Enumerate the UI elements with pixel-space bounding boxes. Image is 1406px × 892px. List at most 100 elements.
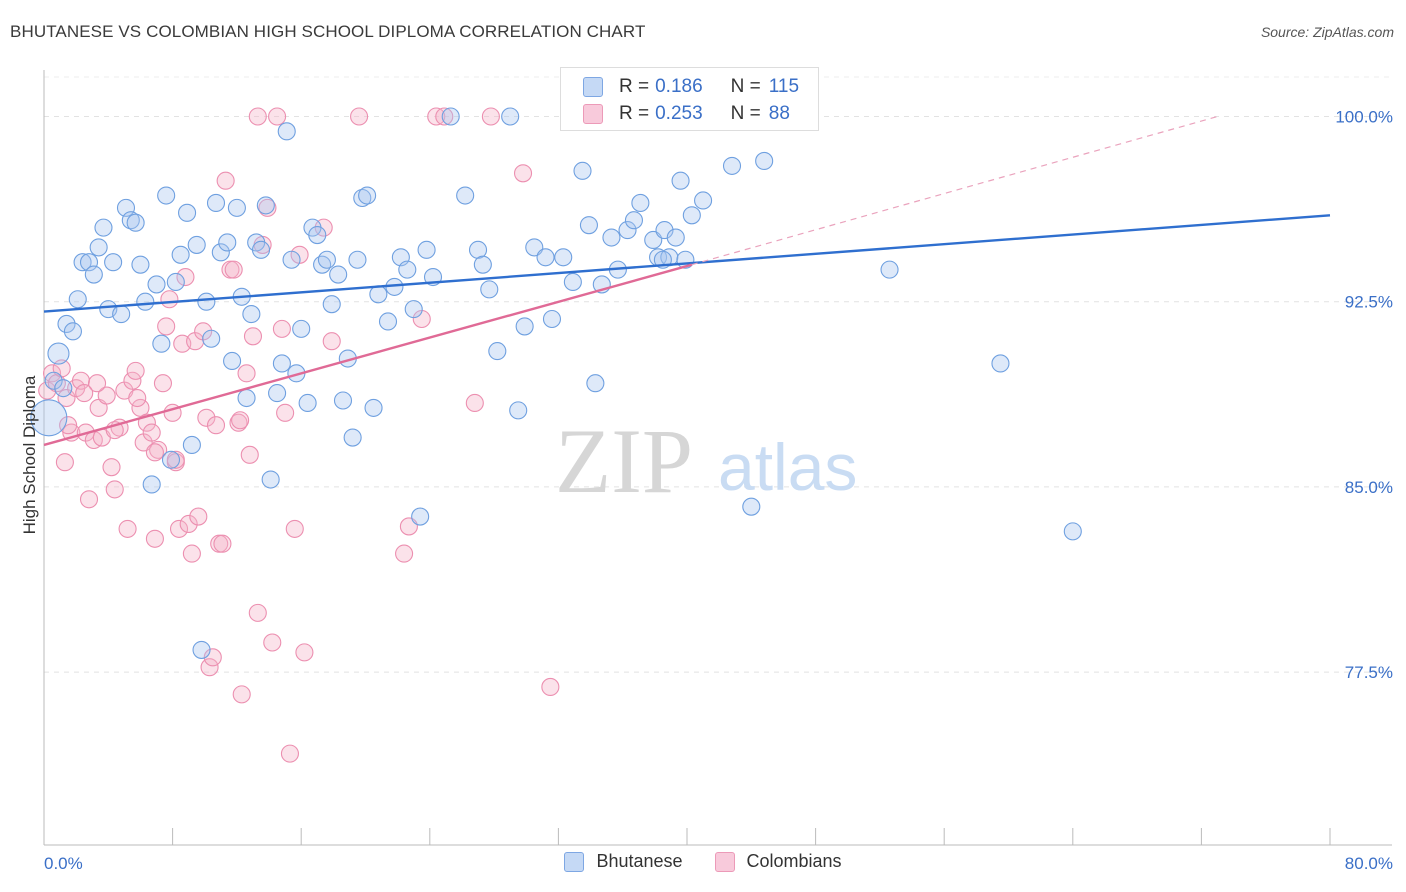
bhutanese-point <box>136 292 155 311</box>
bhutanese-point <box>298 393 317 413</box>
bhutanese-point <box>68 290 87 309</box>
bhutanese-point <box>378 312 398 331</box>
colombians-trend-extension <box>691 115 1218 266</box>
bhutanese-point <box>329 265 348 284</box>
y-tick-label: 77.5% <box>1345 663 1393 682</box>
bhutanese-point <box>515 317 534 336</box>
legend-n-value: 115 <box>768 76 800 97</box>
colombians-point <box>105 480 124 499</box>
colombians-point <box>87 374 107 393</box>
bhutanese-point <box>182 435 201 454</box>
colombians-point <box>59 416 78 435</box>
bhutanese-point <box>624 211 644 230</box>
colombians-point <box>157 317 176 336</box>
colombians-point <box>38 381 57 400</box>
bhutanese-point <box>292 319 311 338</box>
bhutanese-point <box>73 253 92 272</box>
bhutanese-point <box>536 248 555 267</box>
watermark-atlas: atlas <box>718 430 857 504</box>
bhutanese-point <box>473 255 492 274</box>
bhutanese-point <box>242 305 261 324</box>
bhutanese-point <box>178 203 197 222</box>
colombians-point <box>126 361 145 380</box>
bhutanese-point <box>348 250 367 269</box>
bhutanese-point <box>742 497 761 516</box>
bhutanese-point <box>991 354 1010 373</box>
watermark: ZIP atlas <box>555 410 857 512</box>
bhutanese-point <box>121 211 140 230</box>
tick-labels: 77.5% 85.0% 92.5% 100.0% 0.0% 80.0% <box>44 108 1393 873</box>
legend: R = 0.186 N = 115 R = 0.253 N = 88 <box>560 67 819 131</box>
legend-r-value: 0.186 <box>655 76 703 97</box>
legend-r-label: R = <box>619 103 650 124</box>
colombians-point <box>268 107 287 126</box>
bhutanese-point <box>618 221 637 240</box>
bottom-legend-label: Bhutanese <box>596 851 683 871</box>
bhutanese-point <box>317 250 336 269</box>
colombians-point <box>435 107 454 126</box>
colombians-point <box>149 440 168 459</box>
bhutanese-point <box>63 322 82 341</box>
colombians-point <box>285 519 304 538</box>
colombians-point <box>128 388 147 408</box>
bhutanese-point <box>44 371 63 390</box>
bhutanese-point <box>161 450 181 469</box>
colombians-point <box>276 403 295 422</box>
bhutanese-point <box>509 401 528 420</box>
bhutanese-point <box>579 216 598 235</box>
watermark-zip: ZIP <box>555 410 693 512</box>
colombians-point <box>350 107 369 126</box>
bhutanese-point <box>104 253 123 272</box>
colombians-point <box>189 507 208 526</box>
x-tick-label: 80.0% <box>1345 854 1393 873</box>
bhutanese-point <box>563 272 582 292</box>
colombians-point <box>206 416 226 435</box>
colombians-point <box>322 332 341 351</box>
bhutanese-point <box>333 391 353 410</box>
bhutanese-point <box>755 151 774 171</box>
bhutanese-point <box>586 374 605 393</box>
bhutanese-point <box>126 213 145 232</box>
bhutanese-point <box>89 238 108 257</box>
colombians-point <box>237 364 256 383</box>
legend-row-bhutanese: R = 0.186 N = 115 <box>583 73 799 101</box>
colombians-point <box>295 643 314 662</box>
bhutanese-point <box>282 250 301 269</box>
colombians-point <box>169 519 189 538</box>
bhutanese-point <box>501 107 520 126</box>
bottom-legend-swatch-colombians <box>714 851 735 872</box>
y-tick-label: 100.0% <box>1335 108 1393 127</box>
legend-n-label: N = <box>730 76 761 97</box>
bhutanese-point <box>682 206 701 225</box>
source-label: Source: ZipAtlas.com <box>1260 24 1394 40</box>
bottom-legend: Bhutanese Colombians <box>0 851 1406 872</box>
colombians-point <box>231 411 250 430</box>
colombians-point <box>42 364 62 383</box>
colombians-point <box>153 374 173 393</box>
bhutanese-point <box>694 191 713 210</box>
colombians-point <box>79 490 99 509</box>
colombians-point <box>160 290 179 309</box>
bhutanese-point <box>573 161 592 180</box>
colombians-point <box>145 443 164 462</box>
bhutanese-point <box>602 228 621 247</box>
colombians-point <box>55 453 74 472</box>
legend-swatch-bhutanese <box>583 77 603 97</box>
bhutanese-point <box>54 379 73 398</box>
colombians-point <box>166 450 185 469</box>
colombians-point <box>182 544 201 563</box>
colombians-point <box>203 648 222 667</box>
bhutanese-point <box>480 280 499 299</box>
legend-n-value: 88 <box>768 103 790 124</box>
bhutanese-point <box>57 314 76 333</box>
colombians-point <box>200 658 219 677</box>
bhutanese-point <box>202 329 221 348</box>
bhutanese-point <box>261 470 280 489</box>
bhutanese-point <box>404 300 423 319</box>
bottom-legend-bhutanese: Bhutanese <box>564 851 683 872</box>
bhutanese-point <box>223 351 242 371</box>
bottom-legend-swatch-bhutanese <box>564 851 585 872</box>
colombians-point <box>465 393 484 413</box>
bhutanese-point <box>218 233 237 252</box>
